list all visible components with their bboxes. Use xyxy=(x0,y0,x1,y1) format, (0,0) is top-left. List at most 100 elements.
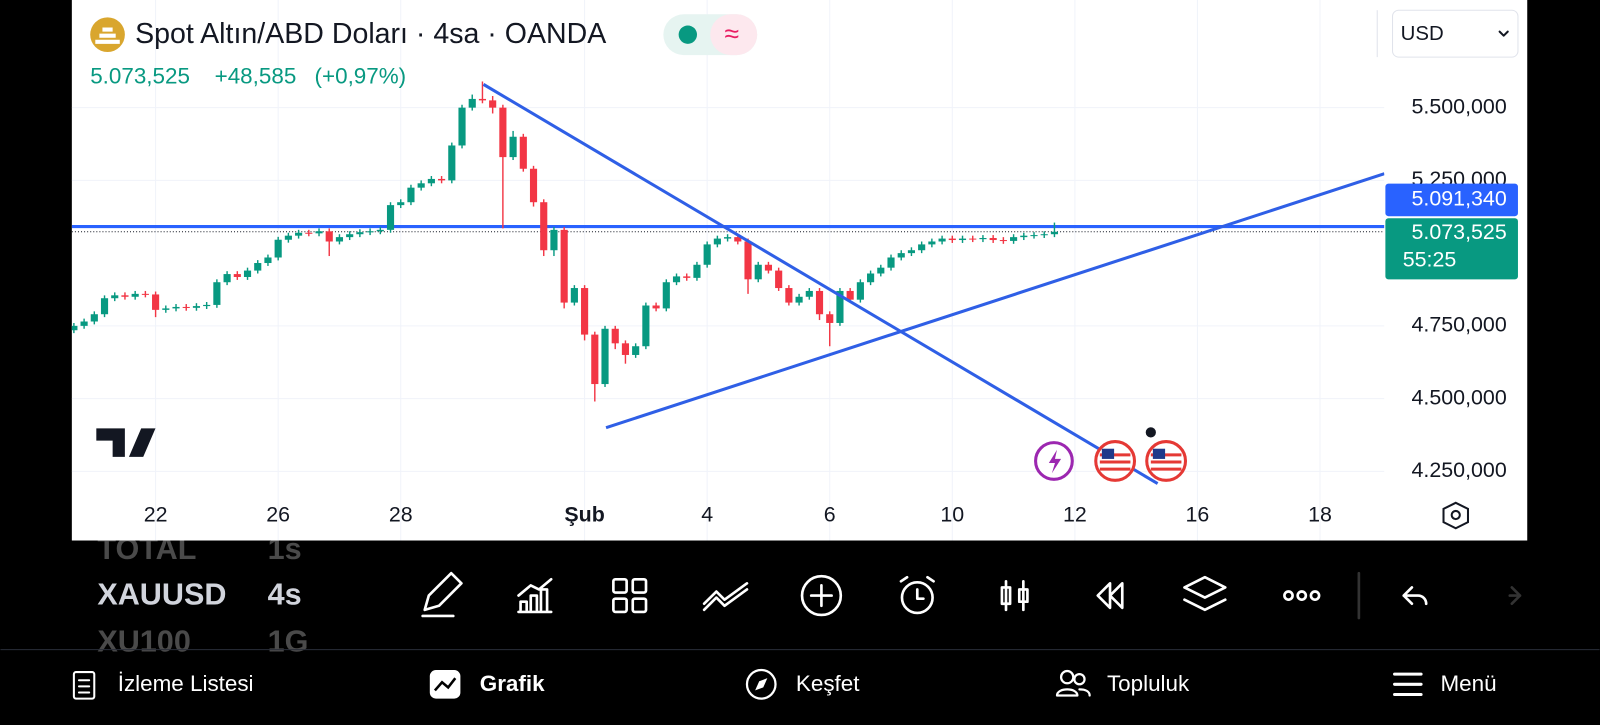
redo[interactable] xyxy=(1508,586,1522,606)
candle-body xyxy=(662,282,670,309)
y-tick-label: 5.500,000 xyxy=(1412,94,1507,118)
candle-body xyxy=(407,187,415,203)
tv-logo xyxy=(96,428,156,457)
nav-item[interactable]: Menü xyxy=(1440,671,1496,696)
candle-body xyxy=(601,328,609,385)
candle-body xyxy=(386,205,395,230)
candle-body xyxy=(887,257,895,268)
candle-body xyxy=(111,295,119,299)
candle-body xyxy=(734,237,742,242)
candle-body xyxy=(417,183,425,188)
y-tick-label: 4.500,000 xyxy=(1412,385,1507,409)
candle-body xyxy=(764,264,773,271)
nav-icon xyxy=(745,668,777,700)
candle-body xyxy=(71,325,78,331)
more[interactable] xyxy=(1283,590,1294,601)
candle-body xyxy=(213,282,221,305)
change-percent: (+0,97%) xyxy=(315,63,407,88)
layers[interactable] xyxy=(1183,575,1227,612)
candle-body xyxy=(100,298,109,315)
candle-body xyxy=(80,321,88,326)
delay-icon: ≈ xyxy=(724,19,739,49)
candle-body xyxy=(284,235,292,240)
market-open xyxy=(678,25,697,44)
candle-body xyxy=(826,314,834,323)
candle-body xyxy=(550,229,558,251)
currency[interactable]: USD xyxy=(1401,23,1444,45)
trend-line xyxy=(605,172,1385,430)
undo[interactable] xyxy=(1402,586,1428,606)
chart-title[interactable]: Spot Altın/ABD Doları · 4sa · OANDA xyxy=(135,18,606,50)
candle-body xyxy=(846,290,854,300)
nav-item[interactable]: Keşfet xyxy=(796,671,860,696)
symbol[interactable]: XAUUSD xyxy=(97,578,226,612)
add[interactable] xyxy=(800,574,843,617)
line-price-label xyxy=(1385,183,1518,217)
candle-body xyxy=(795,296,803,303)
candle-body xyxy=(254,263,262,271)
candle-body xyxy=(928,241,936,245)
candle-body xyxy=(877,267,885,274)
candles[interactable] xyxy=(1004,579,1025,612)
candle-body xyxy=(519,136,527,169)
logo-glyph xyxy=(95,27,120,44)
price: 5.073,525 xyxy=(90,63,190,88)
candle-body xyxy=(621,343,630,355)
nav-item[interactable]: İzleme Listesi xyxy=(118,671,254,696)
draw-tool[interactable] xyxy=(421,571,463,618)
indicators[interactable] xyxy=(517,577,553,614)
candle-body xyxy=(581,288,589,335)
candle-body xyxy=(632,346,640,355)
event-flag[interactable] xyxy=(1145,440,1188,482)
layout[interactable] xyxy=(612,597,628,614)
candle-body xyxy=(999,240,1007,242)
x-tick-label: 6 xyxy=(824,503,836,527)
candle-body xyxy=(1030,235,1038,237)
candle-body xyxy=(356,232,364,235)
candle-body xyxy=(427,178,435,184)
layout[interactable] xyxy=(631,597,648,614)
candle-body xyxy=(141,293,149,295)
candle-body xyxy=(754,264,762,280)
candle-body xyxy=(172,306,180,309)
candle-body xyxy=(591,334,599,385)
settings-icon[interactable] xyxy=(1442,501,1470,530)
y-tick-label: 4.250,000 xyxy=(1412,458,1507,482)
x-tick-label: 18 xyxy=(1308,503,1332,527)
nav-item[interactable]: Grafik xyxy=(480,671,545,696)
alert[interactable] xyxy=(900,580,934,615)
candle-body xyxy=(918,244,926,251)
last-price-label xyxy=(1385,218,1518,280)
candle-body xyxy=(836,290,844,323)
more[interactable] xyxy=(1309,590,1321,601)
status-pill[interactable] xyxy=(710,14,758,56)
candle-body xyxy=(448,145,456,181)
candle-body xyxy=(540,202,548,251)
event-flag[interactable] xyxy=(1094,440,1137,482)
candle-body xyxy=(182,306,190,308)
candle-body xyxy=(1010,237,1018,241)
candle-body xyxy=(693,264,701,278)
candle-body xyxy=(815,290,824,315)
trend-line xyxy=(482,83,1159,485)
candle-body xyxy=(223,274,231,283)
replay[interactable] xyxy=(1096,582,1124,610)
interval: 1G xyxy=(268,625,309,659)
patterns[interactable] xyxy=(702,582,749,612)
plot-area xyxy=(71,0,1385,541)
more[interactable] xyxy=(1296,590,1308,601)
countdown: 55:25 xyxy=(1403,248,1457,272)
candle-body xyxy=(713,238,721,245)
nav-item[interactable]: Topluluk xyxy=(1107,671,1190,696)
candle-body xyxy=(366,231,374,233)
candle-body xyxy=(1020,235,1028,238)
candle-body xyxy=(233,274,241,277)
currency-select[interactable] xyxy=(1392,9,1519,58)
symbol[interactable]: XU100 xyxy=(97,625,191,659)
layout[interactable] xyxy=(612,577,628,594)
candle-body xyxy=(642,305,650,347)
layout[interactable] xyxy=(631,577,648,594)
candle-body xyxy=(376,229,384,232)
